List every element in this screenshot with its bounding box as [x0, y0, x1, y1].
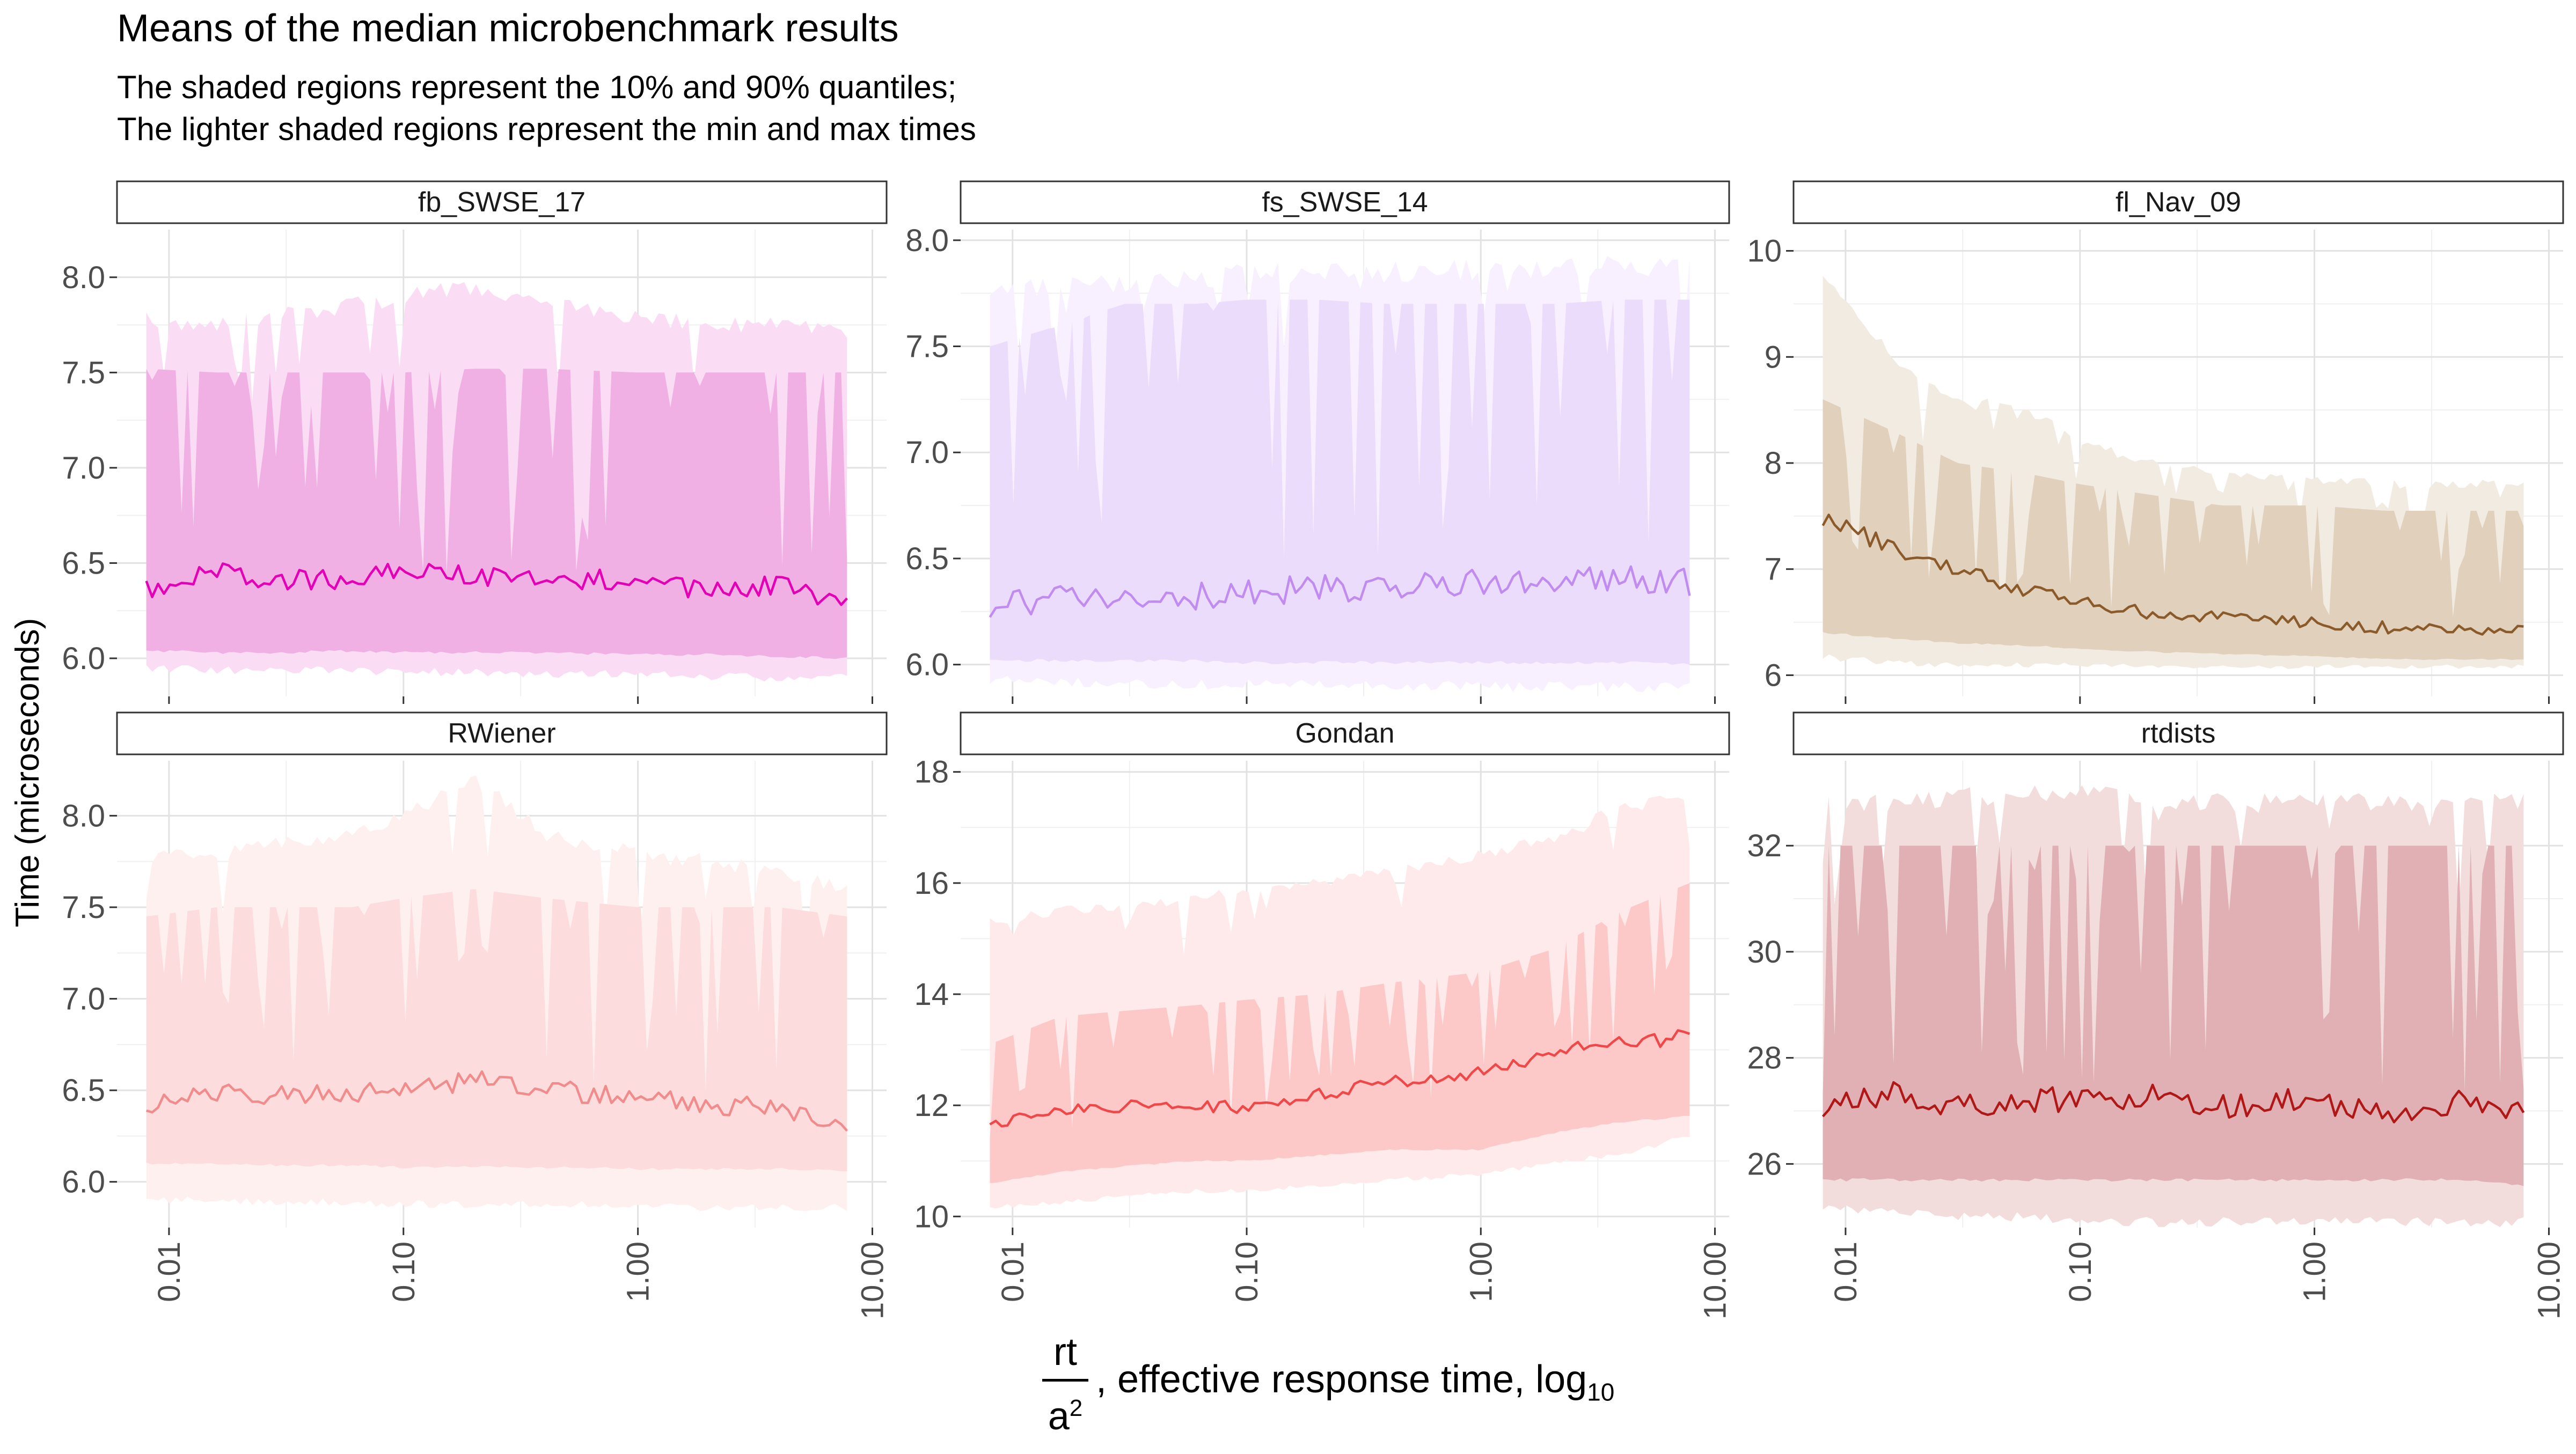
x-axis-label-rest: , effective response time, log	[1096, 1358, 1587, 1401]
x-tick-label: 10.00	[2531, 1242, 2566, 1319]
y-tick-label: 7	[1765, 552, 1782, 587]
panel-strip-label: fs_SWSE_14	[1262, 187, 1428, 218]
quantile-band	[146, 889, 847, 1172]
quantile-band	[990, 299, 1690, 665]
y-tick-label: 28	[1747, 1041, 1782, 1076]
panel-strip	[1792, 180, 2564, 224]
y-tick-label: 6.0	[62, 641, 105, 676]
x-tick-label: 0.01	[996, 1242, 1030, 1302]
x-tick-label: 0.10	[2063, 1242, 2098, 1302]
quantile-band	[146, 369, 847, 659]
y-tick-label: 6	[1765, 658, 1782, 693]
x-axis-label-numerator: rt	[1053, 1331, 1077, 1374]
mean-line	[145, 562, 848, 606]
x-axis-label-subscript: 10	[1587, 1378, 1615, 1406]
y-tick-label: 7.0	[62, 982, 105, 1017]
x-axis-label-denominator-base: a	[1048, 1395, 1070, 1438]
x-axis-label-fraction: rt a2	[1041, 1325, 1089, 1443]
y-tick-label: 6.0	[62, 1165, 105, 1200]
mean-line	[1821, 513, 2524, 636]
y-tick-label: 14	[914, 977, 949, 1012]
panel-strip-label: fb_SWSE_17	[418, 187, 586, 218]
panel-strip	[116, 180, 888, 224]
y-tick-label: 6.5	[905, 541, 949, 576]
panel-strip-label: RWiener	[448, 718, 555, 749]
x-axis-label: rt a2 , effective response time, log10	[1041, 1325, 1739, 1454]
y-tick-label: 8	[1765, 446, 1782, 481]
panel-strip	[960, 180, 1730, 224]
y-tick-label: 8.0	[62, 798, 105, 833]
y-tick-label: 10	[1747, 234, 1782, 269]
x-axis-label-denominator: a2	[1041, 1382, 1089, 1443]
panel-fl_Nav_09: fl_Nav_09 6 7 8 9 10	[1747, 180, 2564, 704]
panel-fb_SWSE_17: fb_SWSE_17 6.0 6.5 7.0 7.5 8.0	[62, 180, 888, 704]
x-axis-label-text: , effective response time, log10	[1096, 1357, 1614, 1406]
chart-title: Means of the median microbenchmark resul…	[117, 7, 899, 50]
panel-strip	[960, 711, 1730, 755]
panel-RWiener: RWiener 6.0 6.5 7.0 7.5 8.0 0.01 0.10 1.00 10.00	[62, 711, 890, 1319]
y-tick-label: 7.0	[62, 451, 105, 486]
y-tick-label: 12	[914, 1088, 949, 1123]
quantile-band	[990, 883, 1690, 1183]
y-tick-label: 32	[1747, 828, 1782, 863]
x-tick-label: 0.01	[1828, 1242, 1863, 1302]
x-tick-label: 1.00	[621, 1242, 656, 1302]
x-tick-label: 10.00	[855, 1242, 890, 1319]
y-tick-label: 18	[914, 755, 949, 790]
x-tick-label: 0.10	[386, 1242, 421, 1302]
y-tick-label: 10	[914, 1199, 949, 1234]
panel-strip	[1792, 711, 2564, 755]
y-tick-label: 8.0	[905, 223, 949, 258]
x-axis-label-denominator-exponent: 2	[1069, 1395, 1083, 1421]
mean-line	[145, 1070, 848, 1132]
panel-fs_SWSE_14: fs_SWSE_14 6.0 6.5 7.0 7.5 8.0	[905, 180, 1730, 704]
y-tick-label: 6.0	[905, 648, 949, 682]
mean-line	[989, 565, 1691, 618]
chart-subtitle-line-2: The lighter shaded regions represent the…	[117, 111, 976, 147]
x-tick-label: 1.00	[2297, 1242, 2332, 1302]
panel-Gondan: Gondan 10 12 14 16 18 0.01 0.10 1.00 10.00	[914, 711, 1733, 1319]
chart-subtitle-line-1: The shaded regions represent the 10% and…	[117, 69, 957, 105]
panel-strip-label: Gondan	[1295, 718, 1394, 749]
y-tick-label: 9	[1765, 340, 1782, 374]
x-tick-label: 1.00	[1463, 1242, 1498, 1302]
x-tick-label: 10.00	[1698, 1242, 1733, 1319]
y-axis-label: Time (microseconds)	[9, 618, 46, 927]
panel-strip-label: rtdists	[2141, 718, 2216, 749]
x-tick-label: 0.01	[152, 1242, 187, 1302]
y-tick-label: 30	[1747, 935, 1782, 970]
y-tick-label: 7.5	[905, 329, 949, 364]
y-tick-label: 7.5	[62, 890, 105, 925]
y-tick-label: 7.0	[905, 435, 949, 470]
mean-line	[1821, 1081, 2525, 1123]
panel-strip	[116, 711, 888, 755]
quantile-band	[1823, 399, 2524, 660]
y-tick-label: 26	[1747, 1147, 1782, 1181]
y-tick-label: 16	[914, 866, 949, 901]
panel-strip-label: fl_Nav_09	[2116, 187, 2241, 218]
y-tick-label: 6.5	[62, 1073, 105, 1108]
x-tick-label: 0.10	[1230, 1242, 1264, 1302]
y-tick-label: 7.5	[62, 355, 105, 390]
quantile-band	[1823, 846, 2524, 1186]
fraction-bar	[1042, 1379, 1088, 1382]
y-tick-label: 6.5	[62, 546, 105, 581]
mean-line	[989, 1029, 1690, 1128]
y-tick-label: 8.0	[62, 260, 105, 295]
panel-rtdists: rtdists 26 28 30 32 0.01 0.10 1.00 10.00	[1747, 711, 2566, 1319]
